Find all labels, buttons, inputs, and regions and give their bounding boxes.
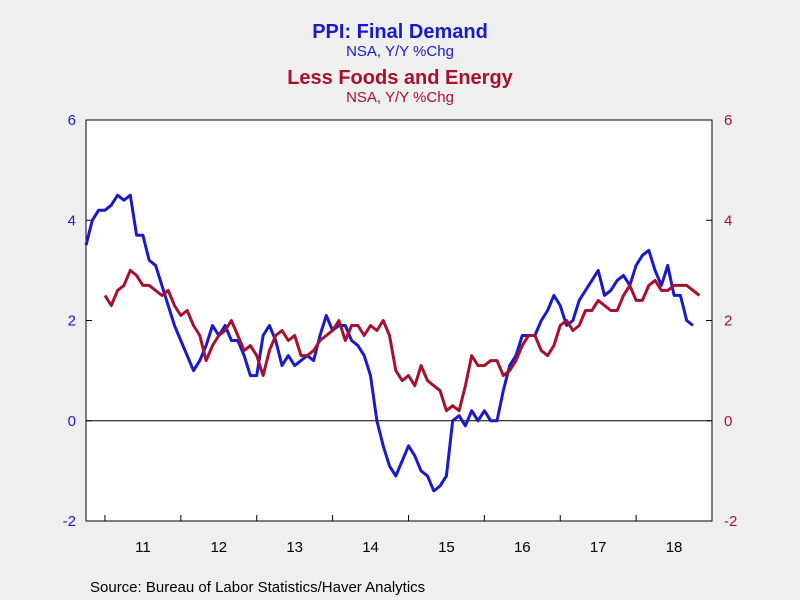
plot-area (85, 119, 713, 522)
x-tick-label-4: 15 (438, 539, 455, 556)
series-line-0 (84, 193, 694, 493)
y-tick-label-left-1: 0 (68, 413, 76, 430)
x-axis: 11 12 13 14 15 16 17 18 (104, 515, 713, 556)
chart-title-2: Less Foods and Energy (287, 67, 513, 89)
y-tick-label-left-0: -2 (63, 513, 76, 530)
x-tick-label-2: 13 (286, 539, 303, 556)
x-tick-label-5: 16 (514, 539, 531, 556)
y-tick-label-right-4: 6 (724, 112, 732, 129)
x-tick-label-1: 12 (210, 539, 227, 556)
x-tick-label-3: 14 (362, 539, 379, 556)
y-tick-label-right-3: 4 (724, 212, 732, 229)
x-tick-label-6: 17 (590, 539, 607, 556)
x-tick-label-0: 11 (135, 539, 151, 556)
series-layer (84, 193, 701, 493)
chart-title: PPI: Final Demand (312, 21, 488, 43)
x-tick-label-7: 18 (666, 539, 683, 556)
y-tick-label-left-2: 2 (68, 313, 76, 330)
chart-subtitle: NSA, Y/Y %Chg (346, 43, 454, 60)
source-note: Source: Bureau of Labor Statistics/Haver… (90, 579, 425, 596)
chart-subtitle-2: NSA, Y/Y %Chg (346, 89, 454, 106)
y-tick-label-left-4: 6 (68, 112, 76, 129)
y-tick-label-right-1: 0 (724, 413, 732, 430)
y-tick-label-left-3: 4 (68, 212, 76, 229)
y-tick-label-right-0: -2 (724, 513, 737, 530)
y-tick-label-right-2: 2 (724, 313, 732, 330)
series-line-1 (103, 268, 701, 413)
y-axis-left: -2 0 2 4 6 (63, 112, 92, 530)
